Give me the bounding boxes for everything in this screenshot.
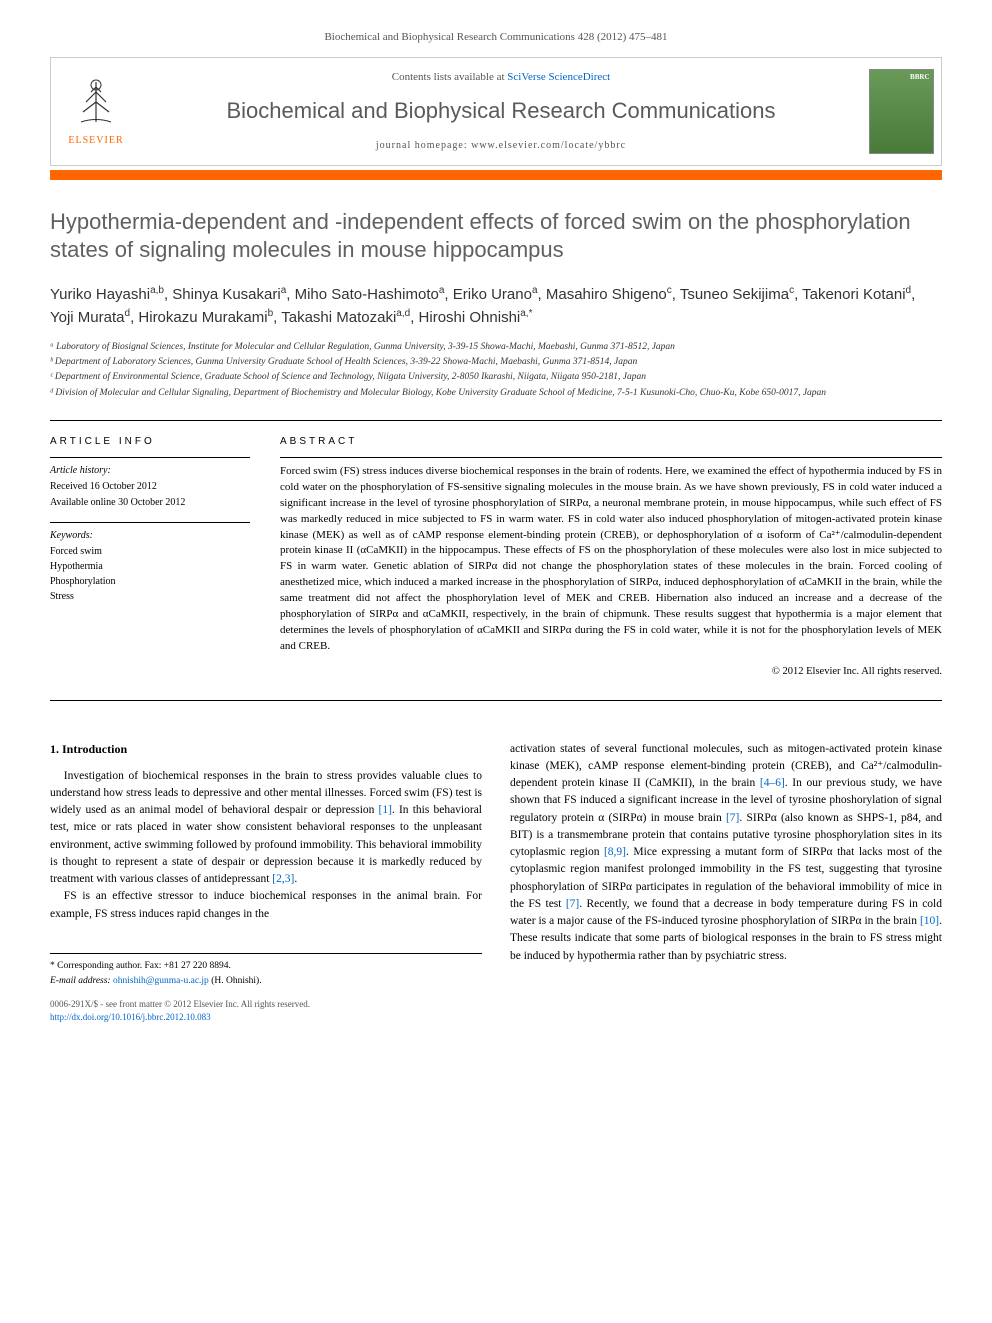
keyword-item: Stress — [50, 590, 250, 604]
orange-divider — [50, 170, 942, 180]
keywords-label: Keywords: — [50, 529, 250, 543]
history-label: Article history: — [50, 464, 250, 478]
journal-cover-icon — [869, 69, 934, 154]
abstract-copyright: © 2012 Elsevier Inc. All rights reserved… — [280, 665, 942, 680]
doi-link[interactable]: http://dx.doi.org/10.1016/j.bbrc.2012.10… — [50, 1012, 211, 1022]
article-title: Hypothermia-dependent and -independent e… — [50, 208, 942, 265]
email-label: E-mail address: — [50, 976, 111, 986]
available-date: Available online 30 October 2012 — [50, 496, 250, 510]
para-1: Investigation of biochemical responses i… — [50, 768, 482, 889]
email-line: E-mail address: ohnishih@gunma-u.ac.jp (… — [50, 975, 482, 988]
divider — [50, 420, 942, 421]
affiliation-item: ᵈ Division of Molecular and Cellular Sig… — [50, 386, 942, 400]
abstract-col: ABSTRACT Forced swim (FS) stress induces… — [280, 435, 942, 680]
journal-name: Biochemical and Biophysical Research Com… — [226, 96, 775, 127]
abstract-heading: ABSTRACT — [280, 435, 942, 449]
cover-box — [861, 58, 941, 164]
info-heading: ARTICLE INFO — [50, 435, 250, 449]
intro-heading: 1. Introduction — [50, 741, 482, 758]
keyword-item: Phosphorylation — [50, 575, 250, 589]
journal-header-box: ELSEVIER Contents lists available at Sci… — [50, 57, 942, 165]
body-col-left: 1. Introduction Investigation of biochem… — [50, 741, 482, 1024]
affiliation-item: ᵃ Laboratory of Biosignal Sciences, Inst… — [50, 340, 942, 354]
publisher-name: ELSEVIER — [68, 134, 123, 148]
email-name: (H. Ohnishi). — [211, 976, 261, 986]
bottom-meta: 0006-291X/$ - see front matter © 2012 El… — [50, 998, 482, 1023]
contents-prefix: Contents lists available at — [392, 71, 507, 83]
body-columns: 1. Introduction Investigation of biochem… — [50, 741, 942, 1024]
journal-center: Contents lists available at SciVerse Sci… — [141, 58, 861, 164]
body-text-left: Investigation of biochemical responses i… — [50, 768, 482, 923]
footnote-block: * Corresponding author. Fax: +81 27 220 … — [50, 953, 482, 989]
affiliation-item: ᶜ Department of Environmental Science, G… — [50, 370, 942, 384]
homepage-url: www.elsevier.com/locate/ybbrc — [471, 140, 626, 151]
abstract-divider — [280, 457, 942, 458]
affiliations: ᵃ Laboratory of Biosignal Sciences, Inst… — [50, 340, 942, 400]
homepage-prefix: journal homepage: — [376, 140, 471, 151]
publisher-logo-box: ELSEVIER — [51, 58, 141, 164]
corresponding-author: * Corresponding author. Fax: +81 27 220 … — [50, 960, 482, 973]
para-2: FS is an effective stressor to induce bi… — [50, 888, 482, 923]
issn-line: 0006-291X/$ - see front matter © 2012 El… — [50, 998, 482, 1011]
body-col-right: activation states of several functional … — [510, 741, 942, 1024]
abstract-text: Forced swim (FS) stress induces diverse … — [280, 464, 942, 655]
keyword-item: Forced swim — [50, 545, 250, 559]
info-divider — [50, 457, 250, 458]
received-date: Received 16 October 2012 — [50, 480, 250, 494]
elsevier-tree-icon — [69, 75, 124, 130]
email-link[interactable]: ohnishih@gunma-u.ac.jp — [113, 976, 209, 986]
scidirect-link[interactable]: SciVerse ScienceDirect — [507, 71, 610, 83]
article-info-col: ARTICLE INFO Article history: Received 1… — [50, 435, 250, 680]
contents-line: Contents lists available at SciVerse Sci… — [392, 70, 610, 85]
divider-2 — [50, 700, 942, 701]
info-abstract-row: ARTICLE INFO Article history: Received 1… — [50, 435, 942, 680]
body-text-right: activation states of several functional … — [510, 741, 942, 965]
homepage-line: journal homepage: www.elsevier.com/locat… — [376, 139, 626, 153]
authors-list: Yuriko Hayashia,b, Shinya Kusakaria, Mih… — [50, 283, 942, 330]
keyword-item: Hypothermia — [50, 560, 250, 574]
info-divider-2 — [50, 522, 250, 523]
citation-header: Biochemical and Biophysical Research Com… — [50, 30, 942, 45]
affiliation-item: ᵇ Department of Laboratory Sciences, Gun… — [50, 355, 942, 369]
para-3: activation states of several functional … — [510, 741, 942, 965]
